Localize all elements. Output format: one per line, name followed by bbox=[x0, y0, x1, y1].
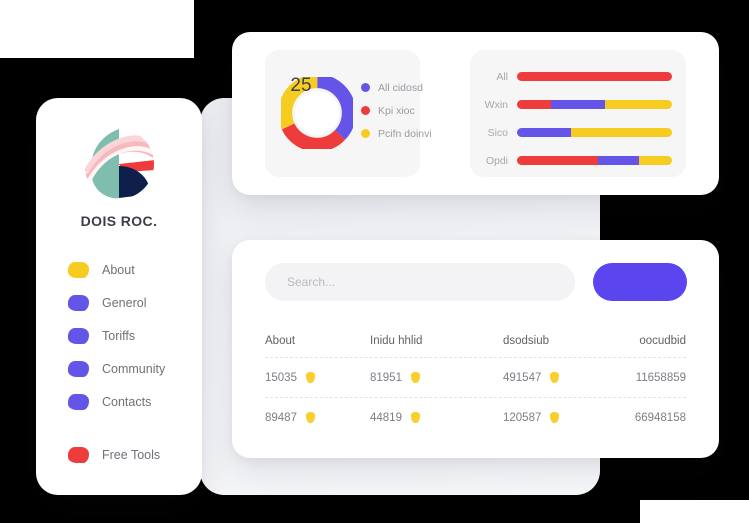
bar-segment bbox=[517, 100, 552, 109]
donut-chart-panel: 25 All cidosd Kpi xioc Pcifn doinvi bbox=[265, 50, 432, 177]
table-cell-value: 66948158 bbox=[634, 411, 686, 424]
bullet-dot-icon bbox=[68, 327, 89, 344]
sidebar-item-label: Toriffs bbox=[102, 328, 136, 343]
legend-dot-icon bbox=[361, 83, 370, 92]
sidebar-nav: About Generol Toriffs Community Contacts Free… bbox=[36, 253, 202, 471]
table-cell-value: 120587 bbox=[503, 411, 542, 424]
shield-badge-icon bbox=[410, 412, 420, 423]
search-button[interactable] bbox=[593, 263, 687, 301]
legend-dot-icon bbox=[361, 106, 370, 115]
bullet-dot-icon bbox=[68, 393, 89, 410]
bar-row-label: Wxin bbox=[484, 98, 508, 111]
table-cell-value: 491547 bbox=[503, 371, 542, 384]
bar-track bbox=[517, 128, 672, 137]
bar-track bbox=[517, 156, 672, 165]
column-header[interactable]: oocudbid bbox=[639, 335, 686, 347]
table-cell: 11658859 bbox=[631, 372, 686, 384]
bar-track bbox=[517, 72, 672, 81]
background-block-top-left bbox=[0, 0, 194, 58]
shield-badge-icon bbox=[410, 372, 420, 383]
table-cell-value: 15035 bbox=[265, 371, 297, 384]
table-cell: 89487 bbox=[265, 412, 370, 424]
sidebar-item-label: Generol bbox=[102, 295, 147, 310]
table-header-row: About Inidu hhlid dsodsiub oocudbid bbox=[265, 325, 686, 357]
legend-label: All cidosd bbox=[378, 81, 423, 94]
sidebar-item-about[interactable]: About bbox=[36, 253, 202, 286]
bar-chart: All Wxin Sico Opdi bbox=[470, 64, 686, 173]
sidebar-item-community[interactable]: Community bbox=[36, 352, 202, 385]
donut-center-value: 25 bbox=[290, 75, 312, 96]
bar-track bbox=[517, 100, 672, 109]
bar-segment bbox=[517, 72, 672, 81]
table-cell: 81951 bbox=[370, 372, 503, 384]
shield-badge-icon bbox=[550, 412, 560, 423]
table-card: About Inidu hhlid dsodsiub oocudbid 15035 819… bbox=[232, 240, 719, 458]
donut-segment bbox=[281, 77, 353, 149]
data-table: About Inidu hhlid dsodsiub oocudbid 15035 819… bbox=[265, 325, 686, 437]
table-cell: 66948158 bbox=[631, 412, 686, 424]
shield-badge-icon bbox=[305, 372, 315, 383]
donut-legend: All cidosd Kpi xioc Pcifn doinvi bbox=[361, 76, 432, 145]
bullet-dot-icon bbox=[68, 261, 89, 278]
bar-segment bbox=[597, 156, 640, 165]
sidebar-item-generol[interactable]: Generol bbox=[36, 286, 202, 319]
table-cell: 491547 bbox=[503, 372, 631, 384]
bar-row-label: All bbox=[496, 70, 508, 83]
bullet-dot-icon bbox=[68, 294, 89, 311]
donut-segment bbox=[281, 77, 353, 149]
bar-row: Sico bbox=[470, 120, 686, 145]
table-cell-value: 44819 bbox=[370, 411, 402, 424]
table-cell-value: 11658859 bbox=[635, 371, 686, 384]
column-header[interactable]: dsodsiub bbox=[503, 335, 550, 347]
sidebar-item-free-tools[interactable]: Free Tools bbox=[36, 438, 202, 471]
bar-row-label: Sico bbox=[487, 126, 508, 139]
sidebar-item-label: Free Tools bbox=[102, 447, 161, 462]
table-row[interactable]: 89487 44819 120587 66948158 bbox=[265, 397, 686, 437]
sidebar-item-contacts[interactable]: Contacts bbox=[36, 385, 202, 418]
search-input[interactable] bbox=[265, 263, 575, 301]
table-cell-value: 81951 bbox=[370, 371, 402, 384]
sidebar: DOIS ROC. About Generol Toriffs Community Co… bbox=[36, 98, 202, 495]
sidebar-item-label: Contacts bbox=[102, 394, 152, 409]
bar-row: Wxin bbox=[470, 92, 686, 117]
bar-segment bbox=[517, 128, 572, 137]
column-header[interactable]: About bbox=[265, 335, 296, 347]
sidebar-item-toriffs[interactable]: Toriffs bbox=[36, 319, 202, 352]
legend-label: Pcifn doinvi bbox=[378, 127, 432, 140]
table-row[interactable]: 15035 81951 491547 11658859 bbox=[265, 357, 686, 397]
table-cell: 15035 bbox=[265, 372, 370, 384]
background-block-bottom-right bbox=[640, 500, 749, 523]
sidebar-item-label: About bbox=[102, 262, 135, 277]
brand-mark-icon bbox=[84, 129, 154, 199]
bar-segment bbox=[639, 156, 672, 165]
legend-label: Kpi xioc bbox=[378, 104, 415, 117]
bar-segment bbox=[605, 100, 672, 109]
bar-segment bbox=[517, 156, 598, 165]
column-header[interactable]: Inidu hhlid bbox=[370, 335, 423, 347]
bar-row: Opdi bbox=[470, 148, 686, 173]
dashboard-card: 25 All cidosd Kpi xioc Pcifn doinvi All Wxi… bbox=[232, 32, 719, 195]
donut-chart bbox=[281, 77, 353, 149]
legend-item: Kpi xioc bbox=[361, 99, 432, 122]
bar-chart-panel: All Wxin Sico Opdi bbox=[470, 50, 686, 177]
bar-segment bbox=[571, 128, 672, 137]
brand-logo bbox=[36, 120, 202, 210]
brand-title: DOIS ROC. bbox=[80, 213, 158, 229]
legend-dot-icon bbox=[361, 129, 370, 138]
sidebar-item-label: Community bbox=[102, 361, 166, 376]
legend-item: All cidosd bbox=[361, 76, 432, 99]
shield-badge-icon bbox=[550, 372, 560, 383]
table-cell: 44819 bbox=[370, 412, 503, 424]
bullet-dot-icon bbox=[68, 360, 89, 377]
table-cell: 120587 bbox=[503, 412, 631, 424]
legend-item: Pcifn doinvi bbox=[361, 122, 432, 145]
table-cell-value: 89487 bbox=[265, 411, 297, 424]
bullet-dot-icon bbox=[68, 446, 89, 463]
donut-segment bbox=[281, 77, 353, 149]
shield-badge-icon bbox=[305, 412, 315, 423]
bar-segment bbox=[551, 100, 606, 109]
bar-row-label: Opdi bbox=[485, 154, 508, 167]
bar-row: All bbox=[470, 64, 686, 89]
